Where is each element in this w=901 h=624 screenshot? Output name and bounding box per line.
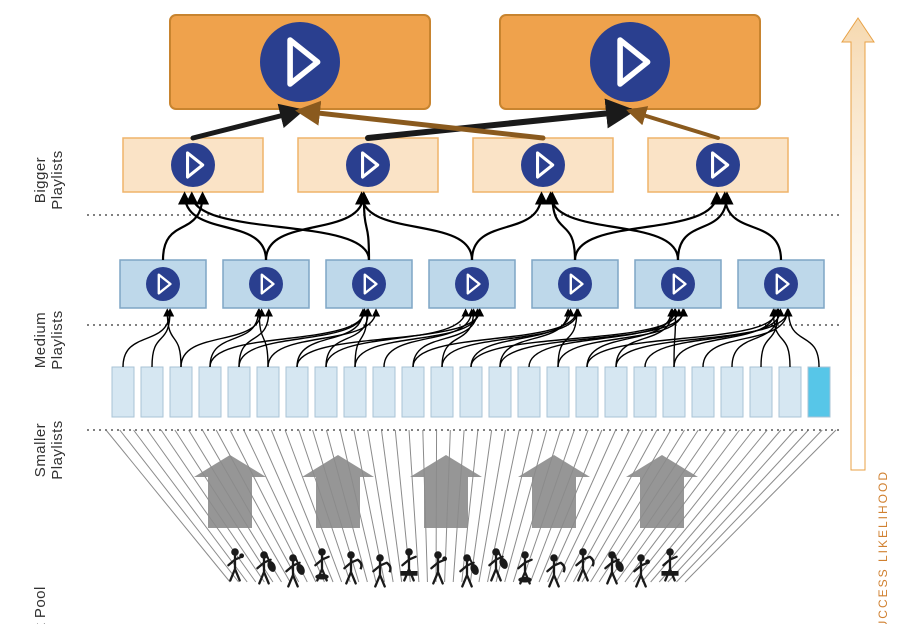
musician-icon bbox=[286, 554, 306, 586]
flow-arrow bbox=[500, 310, 684, 367]
small-playlist bbox=[692, 367, 714, 417]
play-icon bbox=[455, 267, 489, 301]
pool-up-arrow bbox=[302, 455, 374, 528]
small-playlist bbox=[286, 367, 308, 417]
play-icon bbox=[346, 143, 390, 187]
musician-icon bbox=[518, 551, 531, 583]
flow-arrow bbox=[761, 310, 778, 367]
flow-arrow bbox=[725, 194, 781, 260]
play-icon bbox=[249, 267, 283, 301]
flow-arrow bbox=[123, 310, 170, 367]
small-playlist bbox=[402, 367, 424, 417]
fan-line bbox=[668, 430, 809, 582]
small-playlist bbox=[547, 367, 569, 417]
fan-line bbox=[565, 430, 643, 582]
small-playlist bbox=[141, 367, 163, 417]
flow-arrow bbox=[210, 310, 259, 367]
flow-arrow bbox=[472, 194, 542, 260]
flow-arrow bbox=[471, 310, 571, 367]
small-playlist bbox=[663, 367, 685, 417]
fan-line bbox=[685, 430, 836, 582]
small-playlist bbox=[750, 367, 772, 417]
play-icon bbox=[661, 267, 695, 301]
musician-icon bbox=[257, 551, 277, 583]
flow-arrow bbox=[181, 310, 262, 367]
fan-line bbox=[676, 430, 822, 582]
musician-icon bbox=[400, 548, 417, 580]
cross-arrow bbox=[630, 111, 718, 138]
small-playlist bbox=[808, 367, 830, 417]
pool-up-arrow bbox=[194, 455, 266, 528]
small-playlist bbox=[315, 367, 337, 417]
musician-icon bbox=[315, 548, 328, 580]
flow-arrow bbox=[732, 310, 779, 367]
small-playlist bbox=[257, 367, 279, 417]
small-playlist bbox=[605, 367, 627, 417]
small-playlist bbox=[721, 367, 743, 417]
musician-icon bbox=[576, 548, 593, 580]
flow-arrow bbox=[192, 194, 369, 260]
play-icon bbox=[171, 143, 215, 187]
play-icon bbox=[260, 22, 340, 102]
musician-icon bbox=[344, 551, 361, 583]
play-icon bbox=[696, 143, 740, 187]
flow-arrow bbox=[297, 310, 363, 367]
cross-arrow bbox=[193, 111, 300, 138]
diagram-stage: BiggerPlaylists MediumPlaylists SmallerP… bbox=[0, 0, 901, 624]
play-icon bbox=[146, 267, 180, 301]
flow-arrow bbox=[552, 194, 575, 260]
small-playlist bbox=[228, 367, 250, 417]
small-playlist bbox=[576, 367, 598, 417]
small-playlist bbox=[518, 367, 540, 417]
flow-arrow bbox=[529, 310, 675, 367]
success-arrow bbox=[842, 18, 874, 470]
flow-arrow bbox=[645, 310, 780, 367]
flow-arrow bbox=[674, 310, 775, 367]
play-icon bbox=[590, 22, 670, 102]
small-playlist bbox=[112, 367, 134, 417]
small-playlist bbox=[460, 367, 482, 417]
small-playlist bbox=[489, 367, 511, 417]
flow-arrow bbox=[616, 310, 788, 367]
small-playlist bbox=[373, 367, 395, 417]
flow-arrow bbox=[678, 194, 727, 260]
flow-arrow bbox=[575, 194, 717, 260]
fan-line bbox=[244, 430, 316, 582]
play-icon bbox=[352, 267, 386, 301]
play-icon bbox=[558, 267, 592, 301]
play-icon bbox=[764, 267, 798, 301]
small-playlist bbox=[199, 367, 221, 417]
small-playlist bbox=[170, 367, 192, 417]
diagram-svg bbox=[0, 0, 901, 624]
small-playlist bbox=[344, 367, 366, 417]
small-playlist bbox=[779, 367, 801, 417]
flow-arrow bbox=[587, 310, 777, 367]
flow-arrow bbox=[789, 310, 819, 367]
flow-arrow bbox=[362, 194, 472, 260]
fan-line bbox=[470, 430, 491, 582]
flow-arrow bbox=[413, 310, 577, 367]
flow-arrow bbox=[773, 310, 790, 367]
pool-up-arrow bbox=[518, 455, 590, 528]
play-icon bbox=[521, 143, 565, 187]
flow-arrow bbox=[551, 194, 678, 260]
small-playlist bbox=[634, 367, 656, 417]
fan-line bbox=[381, 430, 401, 582]
musician-icon bbox=[228, 548, 244, 580]
small-playlist bbox=[431, 367, 453, 417]
